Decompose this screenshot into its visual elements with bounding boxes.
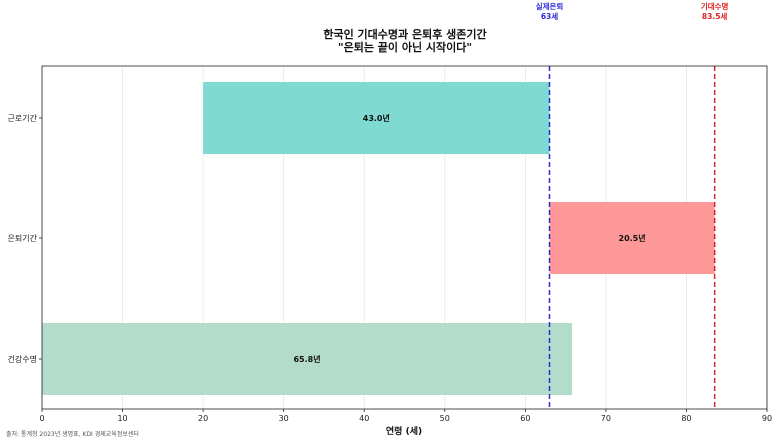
bar-2 [42,323,573,395]
x-tick-label-50: 50 [440,414,450,423]
source-note: 출처: 통계청 2023년 생명표, KDI 경제교육정보센터 [6,430,139,438]
y-tick-label-0: 근로기간 [8,113,38,123]
reference-name-1: 기대수명 [701,1,729,11]
y-tick-label-2: 건강수명 [8,354,37,364]
bar-0 [203,82,550,154]
bar-value-label-2: 65.8년 [293,354,320,364]
reference-name-0: 실제은퇴 [536,1,564,11]
x-tick-label-10: 10 [117,414,127,423]
x-tick-label-20: 20 [198,414,208,423]
chart-subtitle: "은퇴는 끝이 아닌 시작이다" [338,40,472,54]
chart-title: 한국인 기대수명과 은퇴후 생존기간 [323,27,486,41]
bar-1 [549,202,715,274]
x-tick-label-40: 40 [359,414,369,423]
x-axis-label: 연령 (세) [386,425,422,437]
bars: 43.0년 20.5년 65.8년 [42,82,715,395]
x-tick-label-80: 80 [681,414,691,423]
plot-frame [41,65,768,410]
y-tick-label-1: 은퇴기간 [8,233,38,243]
x-tick-label-30: 30 [279,414,289,423]
x-tick-label-0: 0 [39,414,44,423]
x-tick-label-90: 90 [762,414,772,423]
x-tick-label-70: 70 [601,414,611,423]
reference-value-1: 83.5세 [702,11,728,21]
reference-value-0: 63세 [541,11,558,21]
x-axis-ticks: 0 10 20 30 40 50 60 70 80 90 [39,409,772,423]
bar-value-label-0: 43.0년 [363,113,390,123]
bar-value-label-1: 20.5년 [619,233,646,243]
x-tick-label-60: 60 [520,414,530,423]
